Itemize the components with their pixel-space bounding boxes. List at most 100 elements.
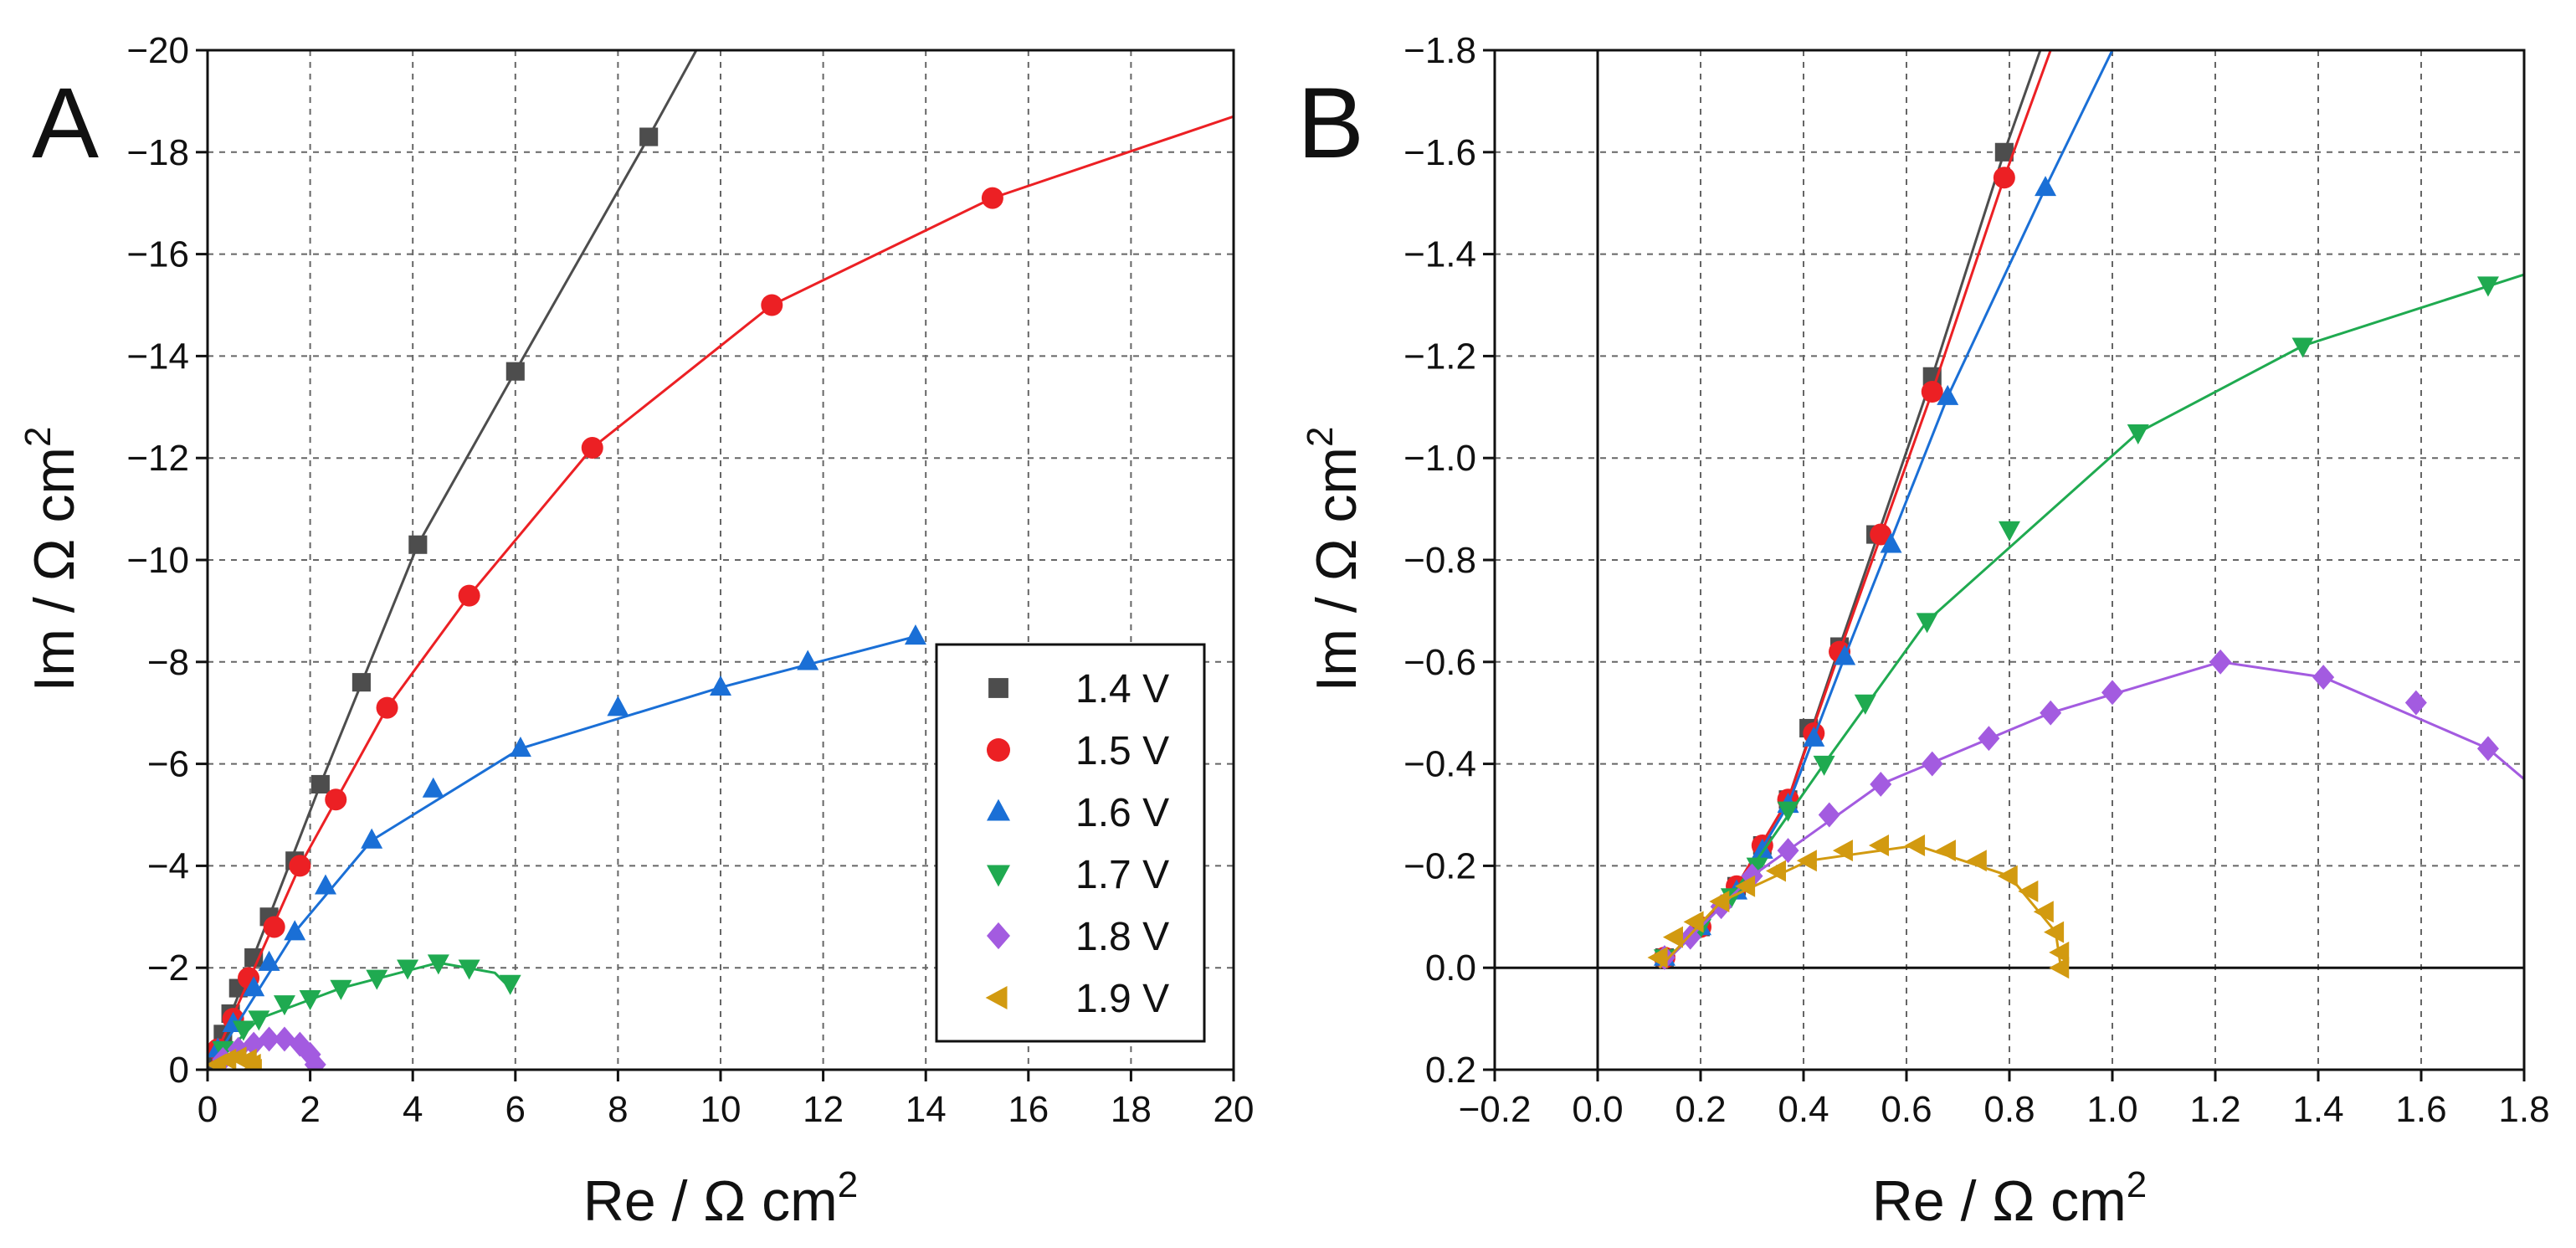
y-tick-label: −8: [147, 642, 189, 683]
marker-triangle-left: [1966, 850, 1987, 872]
marker-triangle-left: [1935, 840, 1956, 862]
y-tick-label: −1.2: [1403, 336, 1476, 377]
marker-triangle-left: [1709, 891, 1730, 913]
marker-triangle-up: [1880, 532, 1902, 553]
marker-triangle-left: [2044, 921, 2065, 943]
marker-square: [244, 948, 264, 968]
marker-triangle-down: [232, 1020, 254, 1041]
y-axis-title-exponent: 2: [1300, 426, 1341, 446]
marker-triangle-left: [1832, 840, 1853, 862]
marker-triangle-up: [509, 737, 531, 758]
marker-triangle-left: [1765, 860, 1786, 882]
x-tick-label: 20: [1214, 1089, 1255, 1130]
marker-triangle-left: [2049, 957, 2070, 979]
y-tick-label: −0.4: [1403, 744, 1476, 785]
x-tick-label: 0.6: [1881, 1089, 1932, 1130]
legend-item-1-6-v: 1.6 V: [987, 791, 1169, 835]
marker-circle: [458, 584, 480, 607]
legend-item-1-5-v: 1.5 V: [987, 729, 1169, 773]
y-tick-label: −14: [126, 336, 189, 377]
marker-circle: [981, 187, 1003, 209]
marker-triangle-down: [1746, 857, 1768, 878]
marker-triangle-down: [397, 959, 419, 980]
marker-triangle-up: [258, 950, 280, 971]
x-tick-label: 10: [700, 1089, 741, 1130]
series-line: [212, 961, 511, 1069]
x-tick-label: 18: [1111, 1089, 1152, 1130]
y-tick-label: −1.8: [1403, 30, 1476, 71]
legend-label: 1.7 V: [1075, 853, 1169, 897]
x-tick-label: 1.8: [2498, 1089, 2549, 1130]
marker-square: [408, 535, 428, 554]
marker-triangle-up: [1937, 384, 1959, 405]
legend-label: 1.9 V: [1075, 977, 1169, 1021]
series-1-6-v: [208, 624, 926, 1068]
marker-diamond: [1870, 772, 1892, 797]
panel-letter: A: [32, 67, 99, 179]
legend-item-1-4-v: 1.4 V: [988, 667, 1169, 711]
marker-triangle-left: [1905, 835, 1926, 857]
y-tick-label: −0.2: [1403, 845, 1476, 886]
marker-triangle-down: [248, 1010, 270, 1031]
y-tick-label: −6: [147, 744, 189, 785]
marker-triangle-down: [273, 995, 295, 1016]
marker-square: [1994, 142, 2014, 162]
x-tick-label: 0: [198, 1089, 218, 1130]
marker-triangle-down: [1916, 613, 1938, 634]
x-tick-label: 16: [1008, 1089, 1049, 1130]
legend-label: 1.6 V: [1075, 791, 1169, 835]
marker-circle: [289, 855, 311, 877]
y-axis-title: Im / Ω cm2: [1300, 426, 1368, 691]
marker-diamond: [2476, 736, 2499, 762]
marker-triangle-left: [1683, 911, 1704, 933]
y-axis-title: Im / Ω cm2: [18, 426, 86, 691]
marker-triangle-up: [904, 624, 926, 645]
x-tick-label: 1.2: [2189, 1089, 2240, 1130]
y-tick-label: −1.6: [1403, 132, 1476, 173]
marker-diamond: [2101, 680, 2123, 706]
y-tick-label: −18: [126, 132, 189, 173]
marker-diamond: [2040, 700, 2062, 726]
series-line: [1658, 50, 2042, 969]
x-axis-title-main: Re / Ω cm: [1872, 1169, 2127, 1233]
legend-label: 1.5 V: [1075, 729, 1169, 773]
marker-triangle-down: [2291, 337, 2314, 358]
gridlines: [1495, 50, 2524, 1070]
legend-box: [935, 643, 1206, 1043]
x-tick-label: −0.2: [1459, 1089, 1532, 1130]
marker-triangle-up: [1751, 838, 1773, 859]
marker-triangle-left: [226, 1046, 247, 1069]
series-1-9-v: [1647, 835, 2070, 979]
y-tick-label: 0: [169, 1050, 189, 1091]
series-line: [1658, 660, 2524, 969]
marker-diamond: [258, 1026, 280, 1052]
marker-triangle-up: [422, 777, 444, 798]
x-axis-title-exponent: 2: [2127, 1164, 2147, 1205]
x-tick-label: 0.2: [1675, 1089, 1726, 1130]
marker-square: [639, 127, 659, 146]
y-tick-label: −16: [126, 234, 189, 275]
marker-circle: [376, 696, 398, 719]
legend: 1.4 V 1.5 V 1.6 V 1.7 V 1.8 V 1.9 V: [935, 643, 1206, 1043]
y-axis-title-exponent: 2: [18, 426, 59, 446]
x-tick-label: 1.4: [2292, 1089, 2343, 1130]
marker-diamond: [1679, 924, 1701, 950]
plot-area: [1647, 50, 2524, 979]
y-tick-label: −1.0: [1403, 438, 1476, 479]
marker-triangle-down: [1854, 694, 1876, 715]
marker-diamond: [1818, 802, 1840, 828]
x-tick-label: 6: [505, 1089, 526, 1130]
gridlines: [208, 50, 1234, 1070]
x-tick-label: 1.0: [2086, 1089, 2137, 1130]
marker-triangle-up: [284, 920, 306, 941]
marker-triangle-down: [1777, 801, 1799, 822]
marker-triangle-up: [314, 874, 336, 895]
marker-triangle-down: [1813, 755, 1835, 776]
marker-triangle-up: [607, 696, 629, 716]
series-1-9-v: [208, 1046, 262, 1070]
x-axis-title: Re / Ω cm2: [1872, 1164, 2147, 1233]
marker-triangle-down: [366, 969, 388, 990]
marker-triangle-left: [2033, 901, 2054, 923]
legend-label: 1.8 V: [1075, 915, 1169, 959]
